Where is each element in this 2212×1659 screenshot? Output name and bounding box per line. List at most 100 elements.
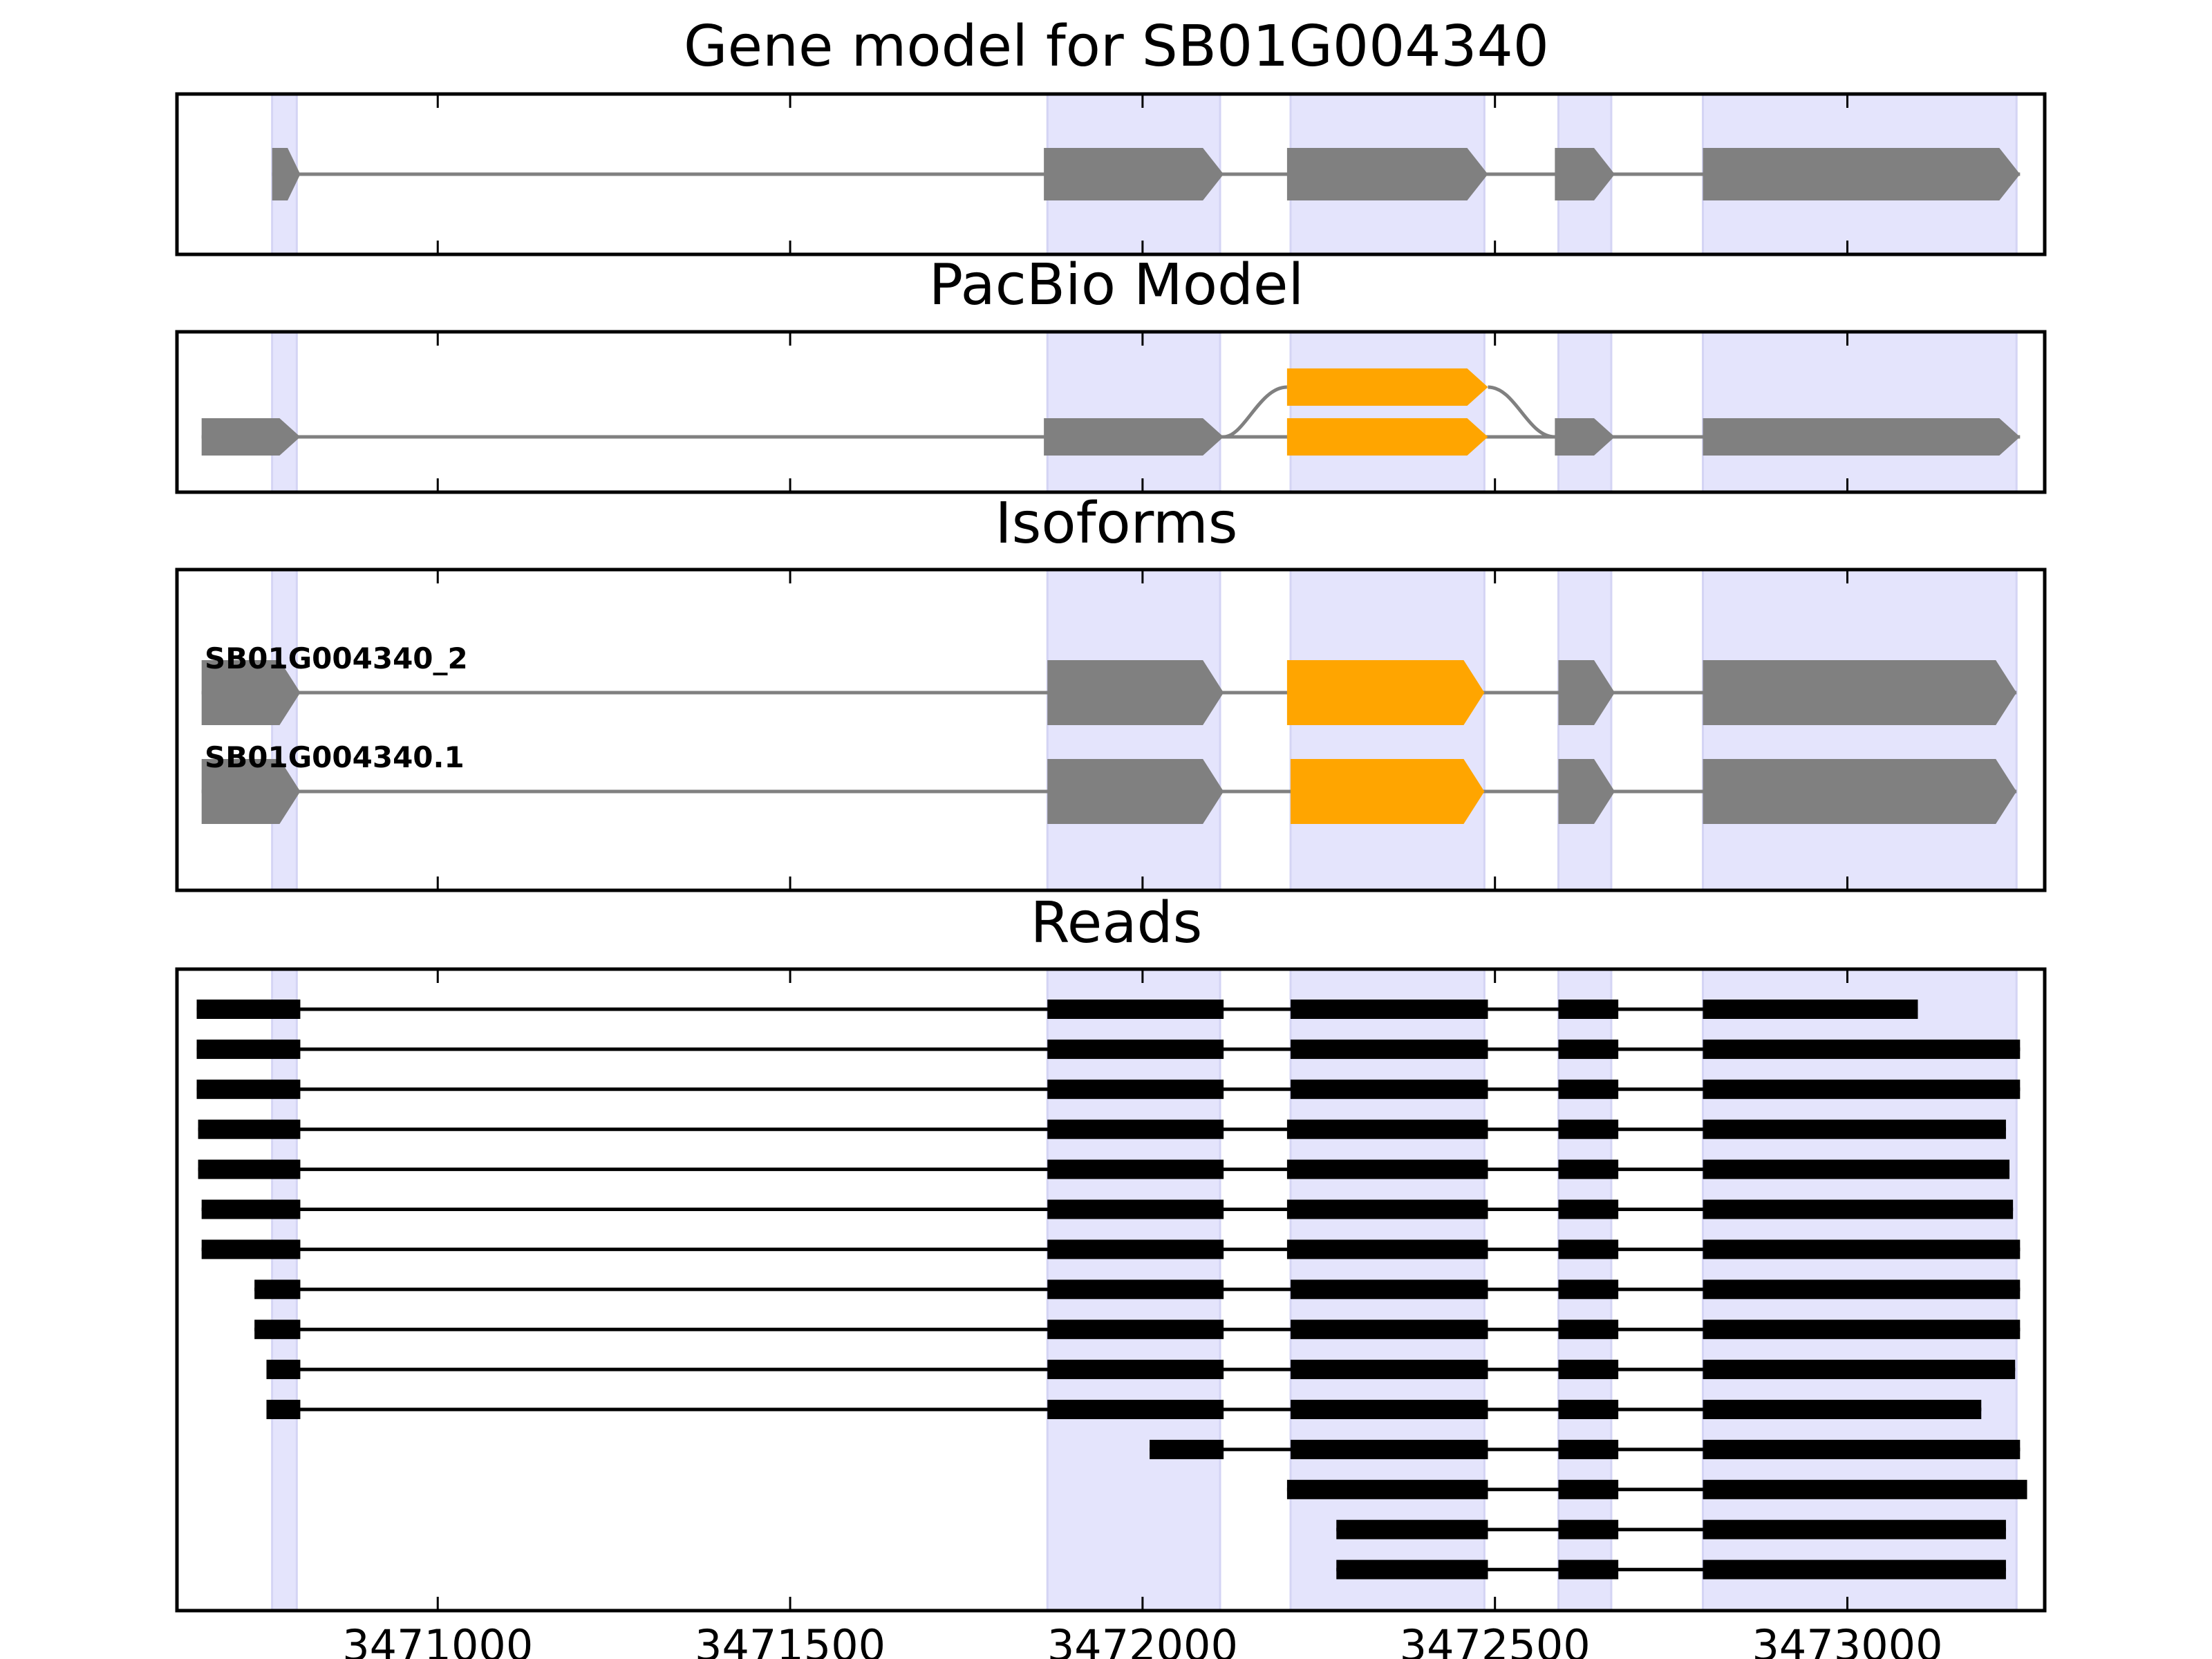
exon-arrow [1703,660,2017,725]
exon-highlight-band [1557,568,1613,892]
read-block [1291,1039,1488,1059]
read-block [1558,1439,1619,1459]
exon-arrow [201,418,301,456]
read-block [1291,1000,1488,1019]
x-tick-label: 3472000 [1047,1620,1238,1659]
x-axis-tick-labels: 3471000 3471500 3472000 3472500 3473000 [342,1620,1942,1659]
read-block [1047,1239,1224,1259]
read-block [1558,1280,1619,1300]
read-block [1703,1159,2010,1179]
read-block [1558,1559,1619,1580]
exon-arrow [201,759,301,824]
read-block [198,1119,301,1139]
alternative-exon-arrow [1286,418,1488,456]
splice-curve [1223,385,1288,439]
exon-arrow [1558,660,1615,725]
exon-arrow [1555,148,1615,200]
panel-frame [175,92,2047,256]
read-block [1291,1280,1488,1300]
read-block [1558,1320,1619,1340]
read-block [1047,1199,1224,1219]
read-block [1558,1239,1619,1259]
read-block [1703,1000,1918,1019]
read-block [201,1199,301,1219]
read-block [196,1039,301,1059]
alternative-exon-arrow [1286,368,1488,406]
read-block [1047,1039,1224,1059]
read-block [266,1400,301,1419]
read-block [1286,1479,1488,1499]
exon-arrow [1555,418,1615,456]
pacbio-model-panel [175,330,2047,494]
exon-arrow [201,660,301,725]
read-block [201,1239,301,1259]
exon-arrow [1703,418,2021,456]
reads-title: Reads [1031,890,1203,956]
read-block [1558,1360,1619,1380]
read-block [1703,1439,2021,1459]
read-block [1291,1320,1488,1340]
read-block [1558,1479,1619,1499]
splice-curve [1488,385,1555,439]
read-block [1286,1199,1488,1219]
read-block [1703,1479,2027,1499]
read-block [1291,1439,1488,1459]
pacbio-model-title: PacBio Model [929,252,1304,318]
read-block [1558,1079,1619,1099]
read-block [1047,1079,1224,1099]
exon-arrow [1558,759,1615,824]
isoforms-title: Isoforms [995,491,1238,556]
read-block [1047,1400,1224,1419]
read-block [254,1280,301,1300]
exon-arrow [1703,759,2017,824]
x-tick-label: 3472500 [1400,1620,1591,1659]
alternative-exon-arrow [1286,660,1485,725]
read-block [1558,1400,1619,1419]
read-block [1703,1280,2021,1300]
read-block [1703,1079,2021,1099]
read-block [1286,1159,1488,1179]
read-block [1703,1519,2006,1539]
exon-highlight-band [271,330,298,494]
read-block [1703,1039,2021,1059]
read-block [1047,1119,1224,1139]
read-block [1703,1400,1982,1419]
read-block [198,1159,301,1179]
exon-arrow [1047,660,1224,725]
panel-frame [175,568,2047,892]
read-block [1703,1119,2006,1139]
exon-highlight-band [1046,568,1221,892]
isoform-label: SB01G004340_2 [205,641,468,675]
read-block [1291,1079,1488,1099]
read-block [1336,1559,1488,1580]
read-block [254,1320,301,1340]
read-block [1150,1439,1224,1459]
read-block [1291,1360,1488,1380]
exon-highlight-band [271,568,298,892]
read-block [1703,1199,2014,1219]
read-block [1558,1039,1619,1059]
read-block [1558,1159,1619,1179]
read-block [1703,1320,2021,1340]
exon-highlight-band [1701,330,2018,494]
reads-panel [175,967,2047,1613]
read-block [1558,1199,1619,1219]
read-block [1558,1519,1619,1539]
panel-frame [175,330,2047,494]
exon-highlight-band [1046,330,1221,494]
exon-highlight-band [1289,330,1485,494]
read-block [1703,1559,2006,1580]
read-block [196,1000,301,1019]
x-tick-label: 3471000 [342,1620,533,1659]
isoforms-panel [175,568,2047,892]
gene-model-title: Gene model for SB01G004340 [684,14,1549,79]
isoform-label: SB01G004340.1 [205,740,465,774]
read-block [1286,1119,1488,1139]
exon-arrow [1044,148,1224,200]
read-block [1336,1519,1488,1539]
read-block [1558,1119,1619,1139]
read-block [1047,1000,1224,1019]
read-block [1047,1159,1224,1179]
read-block [1558,1000,1619,1019]
